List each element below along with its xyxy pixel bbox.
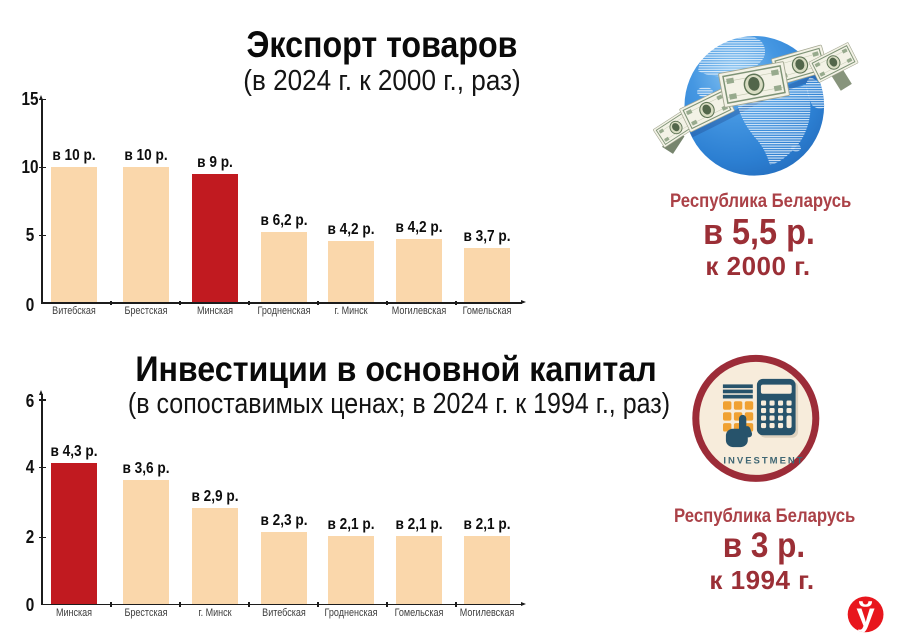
svg-text:ў: ў <box>856 596 875 633</box>
svg-text:INVESTMENT: INVESTMENT <box>723 456 804 467</box>
